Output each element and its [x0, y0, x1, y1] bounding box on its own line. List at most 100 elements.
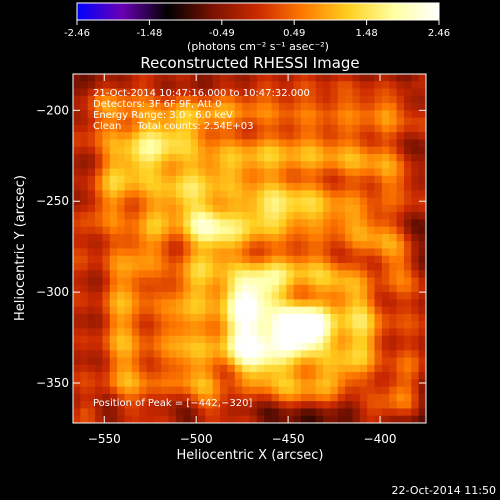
heatmap-cell — [367, 270, 376, 279]
heatmap-cell — [278, 364, 287, 373]
heatmap-cell — [389, 197, 398, 206]
heatmap-cell — [95, 175, 104, 184]
heatmap-cell — [389, 139, 398, 148]
heatmap-cell — [124, 328, 133, 337]
heatmap-cell — [264, 132, 273, 141]
heatmap-cell — [87, 110, 96, 119]
heatmap-cell — [278, 161, 287, 170]
heatmap-cell — [227, 132, 236, 141]
heatmap-cell — [396, 372, 405, 380]
heatmap-cell — [330, 386, 339, 395]
heatmap-cell — [198, 95, 206, 104]
heatmap-cell — [381, 161, 390, 170]
heatmap-cell — [198, 401, 206, 410]
heatmap-cell — [146, 292, 155, 300]
heatmap-cell — [131, 292, 140, 300]
heatmap-cell — [374, 124, 383, 133]
heatmap-cell — [242, 284, 251, 293]
heatmap-cell — [367, 190, 376, 199]
heatmap-cell — [124, 357, 133, 366]
heatmap-cell — [198, 233, 206, 242]
heatmap-cell — [345, 350, 354, 359]
heatmap-cell — [374, 168, 383, 177]
heatmap-cell — [168, 117, 177, 126]
heatmap-cell — [381, 350, 390, 359]
heatmap-cell — [95, 263, 104, 271]
heatmap-cell — [153, 372, 162, 380]
heatmap-cell — [220, 139, 229, 148]
heatmap-cell — [212, 284, 221, 293]
heatmap-cell — [330, 284, 339, 293]
heatmap-cell — [389, 153, 398, 162]
heatmap-cell — [359, 335, 368, 344]
heatmap-cell — [352, 335, 361, 344]
heatmap-cell — [234, 197, 243, 206]
heatmap-cell — [168, 183, 177, 191]
heatmap-cell — [73, 81, 81, 90]
heatmap-cell — [242, 386, 251, 395]
heatmap-cell — [323, 103, 331, 111]
heatmap-cell — [411, 306, 420, 315]
heatmap-cell — [220, 321, 229, 330]
heatmap-cell — [352, 393, 361, 402]
heatmap-cell — [293, 197, 302, 206]
heatmap-cell — [381, 386, 390, 395]
heatmap-cell — [227, 379, 236, 388]
heatmap-cell — [367, 124, 376, 133]
heatmap-cell — [146, 393, 155, 402]
heatmap-cell — [300, 241, 309, 250]
heatmap-cell — [131, 161, 140, 170]
heatmap-cell — [198, 103, 206, 111]
heatmap-cell — [308, 190, 317, 199]
heatmap-cell — [153, 241, 162, 250]
heatmap-cell — [109, 313, 118, 322]
heatmap-cell — [124, 379, 133, 388]
heatmap-cell — [389, 168, 398, 177]
heatmap-cell — [396, 335, 405, 344]
heatmap-cell — [308, 212, 317, 221]
heatmap-cell — [87, 263, 96, 271]
heatmap-cell — [411, 88, 420, 97]
heatmap-cell — [286, 379, 295, 388]
heatmap-cell — [315, 335, 324, 344]
heatmap-cell — [95, 81, 104, 90]
heatmap-cell — [227, 110, 236, 119]
heatmap-cell — [161, 372, 170, 380]
heatmap-cell — [175, 372, 184, 380]
heatmap-cell — [234, 401, 243, 410]
heatmap-cell — [330, 408, 339, 417]
heatmap-cell — [345, 386, 354, 395]
heatmap-cell — [146, 190, 155, 199]
heatmap-cell — [102, 88, 111, 97]
heatmap-cell — [242, 168, 251, 177]
heatmap-cell — [139, 379, 148, 388]
heatmap-cell — [367, 357, 376, 366]
heatmap-cell — [153, 190, 162, 199]
heatmap-cell — [183, 146, 192, 155]
heatmap-cell — [389, 277, 398, 286]
heatmap-cell — [73, 212, 81, 221]
heatmap-cell — [102, 292, 111, 300]
heatmap-cell — [146, 270, 155, 279]
heatmap-cell — [293, 284, 302, 293]
heatmap-cell — [227, 212, 236, 221]
heatmap-cell — [396, 95, 405, 104]
heatmap-cell — [249, 379, 258, 388]
heatmap-cell — [330, 335, 339, 344]
heatmap-cell — [293, 393, 302, 402]
heatmap-cell — [300, 233, 309, 242]
heatmap-cell — [117, 313, 126, 322]
heatmap-cell — [175, 386, 184, 395]
heatmap-cell — [330, 139, 339, 148]
heatmap-cell — [403, 292, 412, 300]
heatmap-cell — [256, 343, 265, 351]
heatmap-cell — [256, 74, 265, 82]
heatmap-cell — [337, 153, 346, 162]
heatmap-cell — [411, 212, 420, 221]
heatmap-cell — [381, 335, 390, 344]
heatmap-cell — [117, 248, 126, 257]
heatmap-cell — [139, 284, 148, 293]
heatmap-cell — [396, 248, 405, 257]
heatmap-cell — [396, 168, 405, 177]
heatmap-cell — [102, 299, 111, 308]
